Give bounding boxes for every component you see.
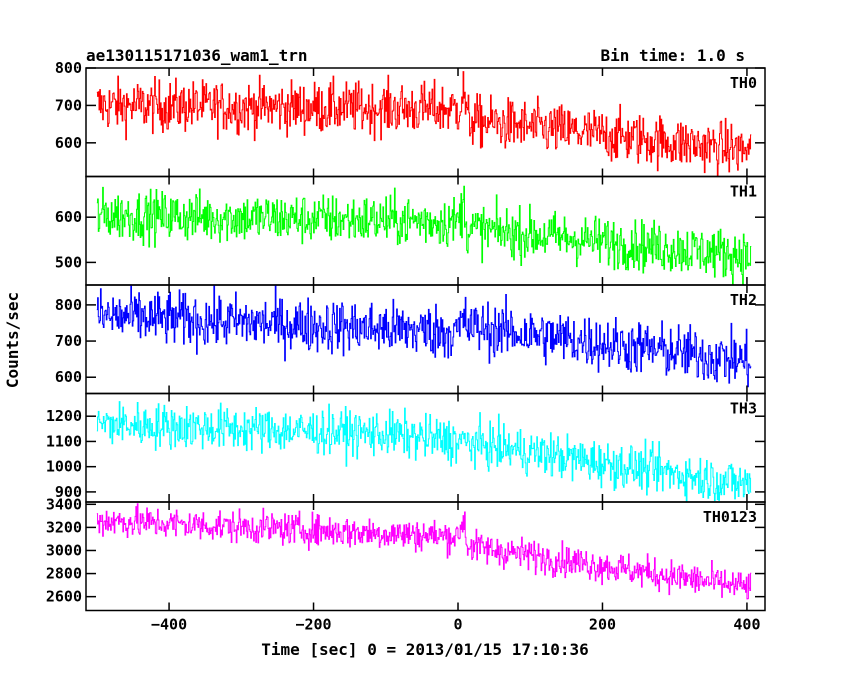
panel-th0123: 2600 2800 3000 3200 3400 TH0123 bbox=[46, 495, 766, 612]
y-tick-label: 600 bbox=[55, 208, 82, 226]
x-tick-label: −400 bbox=[151, 616, 187, 634]
x-tick-label: 0 bbox=[453, 616, 462, 634]
y-tick-label: 2800 bbox=[46, 565, 82, 583]
bin-time-label: Bin time: 1.0 s bbox=[601, 46, 746, 65]
y-tick-label: 800 bbox=[55, 59, 82, 77]
y-tick-label: 1000 bbox=[46, 458, 82, 476]
x-axis-label: Time [sec] 0 = 2013/01/15 17:10:36 bbox=[261, 640, 589, 659]
series-line-th2 bbox=[96, 285, 752, 388]
series-line-th0 bbox=[96, 71, 752, 177]
panel-label-th1: TH1 bbox=[730, 183, 757, 201]
panel-th2: 600 700 800 TH2 bbox=[55, 284, 766, 395]
y-tick-label: 600 bbox=[55, 134, 82, 152]
y-tick-label: 700 bbox=[55, 96, 82, 114]
y-tick-label: 500 bbox=[55, 253, 82, 271]
panel-frame bbox=[85, 67, 766, 178]
y-tick-label: 900 bbox=[55, 483, 82, 501]
panel-label-th3: TH3 bbox=[730, 400, 757, 418]
y-tick-label: 3400 bbox=[46, 495, 82, 513]
panel-th0: 600 700 800 TH0 bbox=[55, 59, 766, 178]
x-tick-label: 200 bbox=[589, 616, 616, 634]
panel-label-th0: TH0 bbox=[730, 74, 757, 92]
series-line-th3 bbox=[96, 401, 752, 502]
y-tick-label: 3000 bbox=[46, 541, 82, 559]
y-axis-label: Counts/sec bbox=[3, 292, 22, 388]
x-tick-label: 400 bbox=[733, 616, 760, 634]
chart-title: ae130115171036_wam1_trn bbox=[86, 46, 308, 65]
y-tick-label: 600 bbox=[55, 368, 82, 386]
panel-label-th0123: TH0123 bbox=[703, 508, 757, 526]
panel-th3: 900 1000 1100 1200 TH3 bbox=[46, 392, 766, 503]
y-tick-label: 1200 bbox=[46, 407, 82, 425]
panels: 600 700 800 TH0 500 600 TH1 600 700 800 TH2 900 1000… bbox=[46, 59, 766, 612]
panel-th1: 500 600 TH1 bbox=[55, 175, 766, 286]
series-line-th1 bbox=[96, 185, 752, 285]
series-line-th0123 bbox=[96, 503, 752, 600]
y-tick-label: 700 bbox=[55, 332, 82, 350]
x-tick-label: −200 bbox=[295, 616, 331, 634]
y-tick-label: 800 bbox=[55, 296, 82, 314]
y-tick-label: 1100 bbox=[46, 432, 82, 450]
x-axis: −400 −200 0 200 400 bbox=[151, 616, 760, 634]
panel-frame bbox=[85, 501, 766, 612]
y-tick-label: 2600 bbox=[46, 588, 82, 606]
panel-label-th2: TH2 bbox=[730, 291, 757, 309]
y-tick-label: 3200 bbox=[46, 518, 82, 536]
